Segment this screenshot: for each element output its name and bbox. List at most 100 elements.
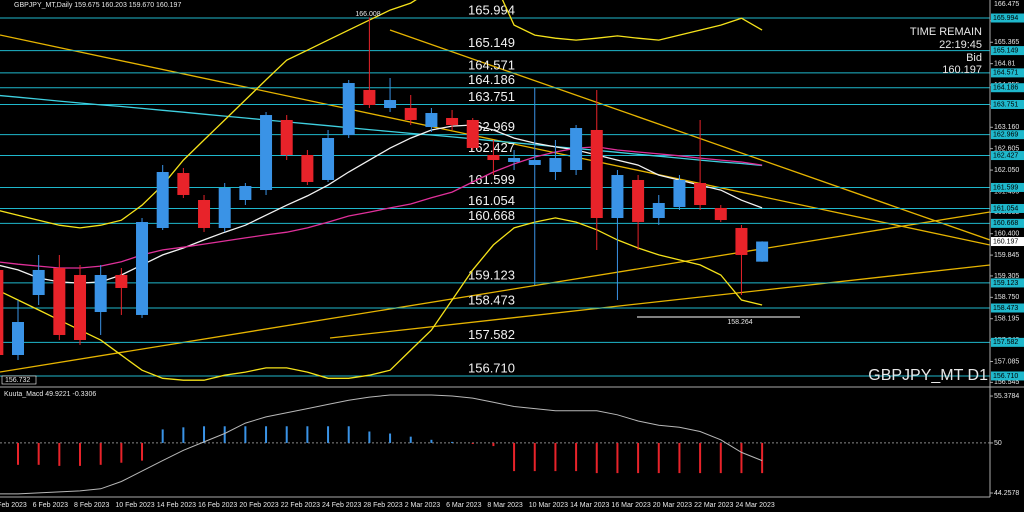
histogram-bar <box>492 442 495 447</box>
candle-body <box>115 274 128 288</box>
histogram-bar <box>430 439 433 443</box>
level-tag-label: 161.599 <box>993 184 1018 191</box>
prev-low-label: 156.732 <box>5 377 30 384</box>
candle-body <box>94 274 107 313</box>
level-tag-label: 159.123 <box>993 280 1018 287</box>
candle-body <box>32 269 45 296</box>
x-tick-label: 2 Mar 2023 <box>405 502 441 509</box>
sub-y-tick-label: 50 <box>994 440 1002 447</box>
level-label: 159.123 <box>468 267 515 282</box>
histogram-bar <box>306 426 309 443</box>
symbol-label: GBPJPY_MT D1 <box>868 367 988 384</box>
y-tick-label: 157.085 <box>994 358 1019 365</box>
x-tick-label: 14 Mar 2023 <box>570 502 609 509</box>
candle-body <box>239 186 252 200</box>
level-tag-label: 165.994 <box>993 15 1018 22</box>
level-tag <box>991 68 1024 78</box>
x-tick-label: 6 Mar 2023 <box>446 502 482 509</box>
level-tag-label: 165.149 <box>993 47 1018 54</box>
candle-body <box>74 274 87 341</box>
trendline <box>329 264 990 339</box>
level-tag-label: 158.473 <box>993 305 1018 312</box>
histogram-bar <box>451 441 454 443</box>
x-tick-label: 2 Feb 2023 <box>0 502 27 509</box>
signal-line <box>0 394 763 495</box>
level-tag-label: 160.668 <box>993 220 1018 227</box>
candle-body <box>549 158 562 173</box>
level-tag <box>991 99 1024 109</box>
histogram-bar <box>265 426 268 443</box>
indicator-line <box>0 0 763 229</box>
histogram-bar <box>616 442 619 474</box>
y-tick-label: 162.050 <box>994 167 1019 174</box>
histogram-bar <box>761 442 764 474</box>
bid-value: 160.197 <box>942 64 982 76</box>
level-tag <box>991 203 1024 213</box>
level-tag-label: 157.582 <box>993 339 1018 346</box>
y-tick-label: 166.475 <box>994 1 1019 8</box>
axis: 166.475165.920165.365164.81164.255163.71… <box>990 1 1024 497</box>
histogram-bar <box>554 442 557 472</box>
y-tick-label: 163.160 <box>994 124 1019 131</box>
overlays <box>0 0 763 381</box>
level-label: 165.149 <box>468 35 515 50</box>
x-tick-label: 24 Mar 2023 <box>735 502 774 509</box>
histogram-bar <box>244 426 247 443</box>
candle-body <box>570 128 583 171</box>
prev-low-box <box>1 375 37 385</box>
level-label: 163.751 <box>468 89 515 104</box>
level-tag <box>991 46 1024 56</box>
level-tag-label: 161.054 <box>993 205 1018 212</box>
level-label: 164.186 <box>468 72 515 87</box>
candle-body <box>177 173 190 195</box>
level-tag <box>991 303 1024 313</box>
candle-body <box>466 119 479 148</box>
histogram-bar <box>368 431 371 443</box>
level-label: 165.994 <box>468 2 515 17</box>
candle-body <box>528 160 541 165</box>
level-tag <box>991 83 1024 93</box>
level-tag <box>991 130 1024 140</box>
x-tick-label: 20 Mar 2023 <box>653 502 692 509</box>
candle-body <box>342 83 355 135</box>
sub-y-tick-label: 44.2578 <box>994 490 1019 497</box>
y-tick-label: 160.400 <box>994 231 1019 238</box>
histogram-bar <box>327 426 330 443</box>
histogram-bar <box>161 429 164 443</box>
level-tag-label: 162.969 <box>993 131 1018 138</box>
price-tag <box>991 237 1024 247</box>
histogram-bar <box>389 433 392 443</box>
x-tick-label: 16 Mar 2023 <box>611 502 650 509</box>
candle-body <box>384 100 397 109</box>
candle-body <box>590 129 603 219</box>
price-tag-label: 160.197 <box>993 238 1018 245</box>
histogram-bar <box>79 442 82 466</box>
sub-y-tick-label: 55.3784 <box>994 393 1019 400</box>
histogram-bar <box>595 442 598 474</box>
candle-body <box>756 241 769 262</box>
candle-body <box>652 203 665 219</box>
x-tick-label: 22 Feb 2023 <box>281 502 320 509</box>
histogram-bar <box>637 442 640 474</box>
candle-body <box>0 269 4 356</box>
histogram-bar <box>347 426 350 443</box>
candle-body <box>673 179 686 208</box>
x-tick-label: 8 Mar 2023 <box>487 502 523 509</box>
y-tick-label: 164.81 <box>994 61 1016 68</box>
histogram-bar <box>657 442 660 474</box>
y-tick-label: 159.305 <box>994 273 1019 280</box>
level-label: 160.668 <box>468 208 515 223</box>
x-tick-label: 10 Mar 2023 <box>529 502 568 509</box>
y-tick-label: 159.845 <box>994 252 1019 259</box>
indicator-line <box>0 94 763 167</box>
histogram-bar <box>223 426 226 443</box>
candle-body <box>12 321 24 356</box>
timer-time: 22:19:45 <box>939 39 982 51</box>
candle-body <box>446 117 459 126</box>
histogram-bar <box>533 442 536 472</box>
level-tag <box>991 182 1024 192</box>
level-tag-label: 156.710 <box>993 373 1018 380</box>
high-label: 166.008 <box>355 11 380 18</box>
x-tick-label: 6 Feb 2023 <box>33 502 69 509</box>
